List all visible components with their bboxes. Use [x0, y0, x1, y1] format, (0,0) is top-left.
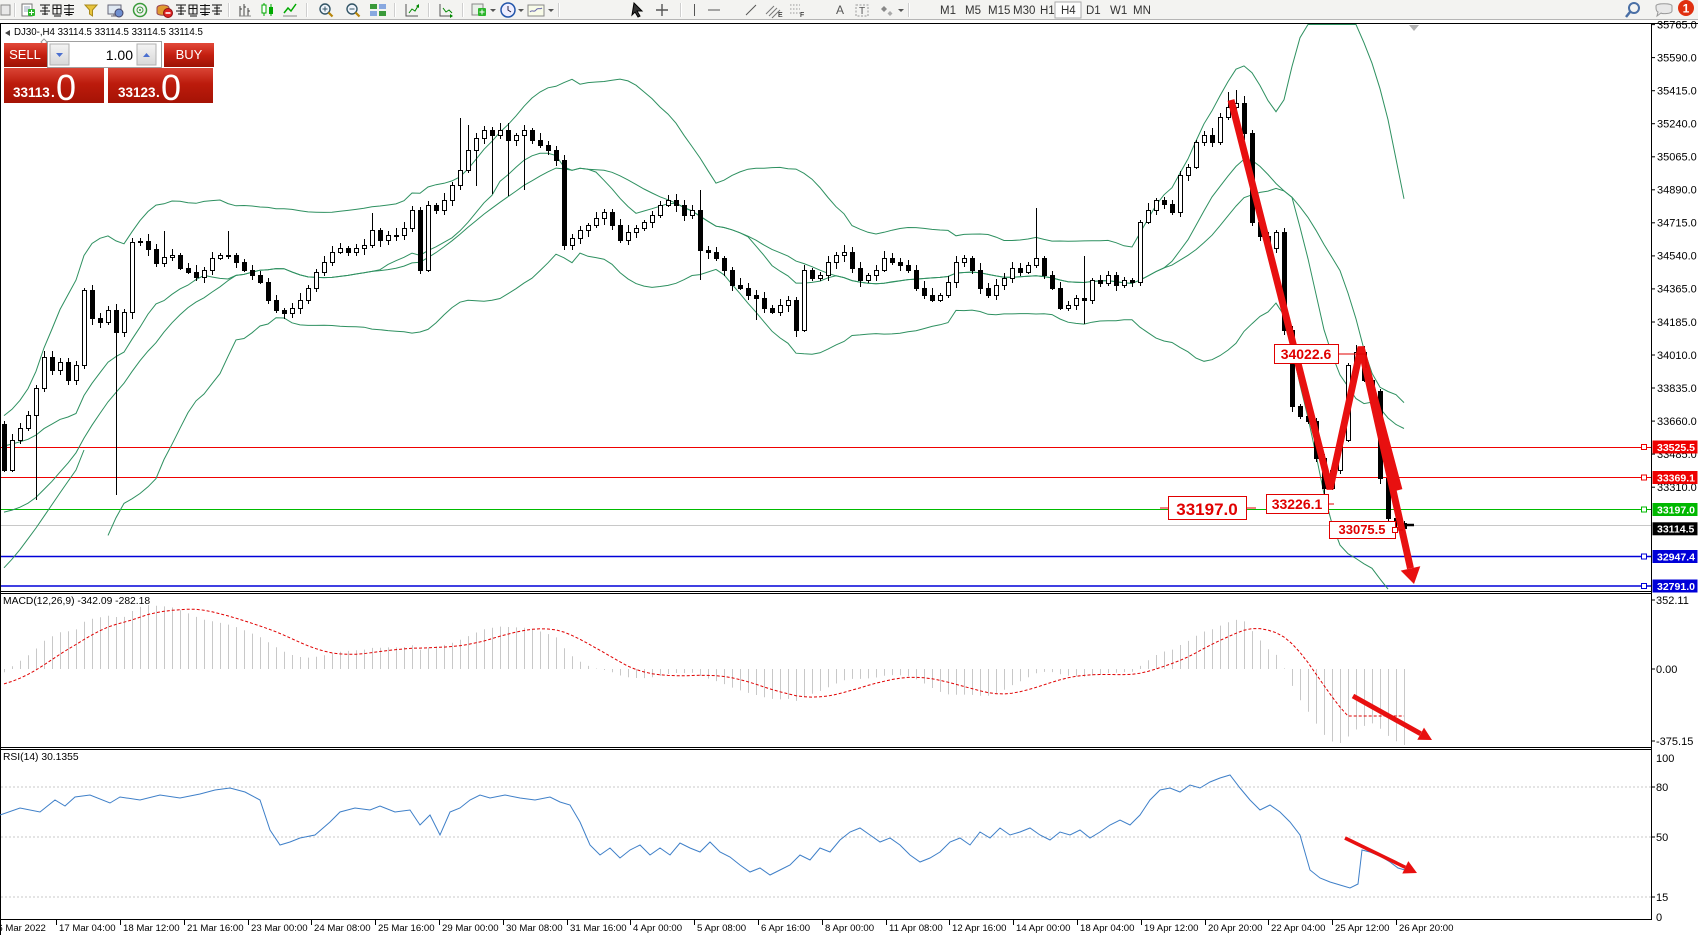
svg-text:8 Apr 00:00: 8 Apr 00:00 — [825, 923, 874, 934]
svg-text:11 Apr 08:00: 11 Apr 08:00 — [889, 923, 943, 934]
svg-text:32947.4: 32947.4 — [1657, 551, 1695, 563]
svg-text:MACD(12,26,9) -342.09 -282.18: MACD(12,26,9) -342.09 -282.18 — [3, 596, 150, 607]
svg-text:33369.1: 33369.1 — [1657, 472, 1695, 484]
svg-text:33226.1: 33226.1 — [1272, 496, 1323, 512]
svg-text:34890.0: 34890.0 — [1657, 185, 1697, 197]
svg-text:W1: W1 — [1110, 5, 1127, 17]
svg-text:M30: M30 — [1013, 5, 1035, 17]
svg-text:22 Apr 04:00: 22 Apr 04:00 — [1271, 923, 1325, 934]
svg-text:32791.0: 32791.0 — [1657, 581, 1695, 593]
svg-text:0: 0 — [161, 67, 181, 108]
svg-text:33197.0: 33197.0 — [1176, 500, 1237, 519]
svg-text:34540.0: 34540.0 — [1657, 251, 1697, 263]
svg-text:21 Mar 16:00: 21 Mar 16:00 — [187, 923, 244, 934]
svg-text:-375.15: -375.15 — [1656, 736, 1693, 748]
svg-text:DJ30-,H4 33114.5 33114.5 3311: DJ30-,H4 33114.5 33114.5 33114.5 33114.5 — [14, 27, 203, 38]
svg-text:T: T — [859, 6, 865, 17]
svg-text:17 Mar 04:00: 17 Mar 04:00 — [59, 923, 116, 934]
svg-text:35065.0: 35065.0 — [1657, 152, 1697, 164]
svg-text:33114.5: 33114.5 — [1657, 524, 1695, 536]
svg-text:E: E — [778, 12, 783, 19]
svg-text:F: F — [800, 12, 804, 19]
svg-text:0.00: 0.00 — [1656, 664, 1677, 676]
svg-text:20 Apr 20:00: 20 Apr 20:00 — [1208, 923, 1262, 934]
svg-text:H4: H4 — [1061, 5, 1076, 17]
svg-text:26 Apr 20:00: 26 Apr 20:00 — [1399, 923, 1453, 934]
svg-text:35590.0: 35590.0 — [1657, 52, 1697, 64]
svg-text:100: 100 — [1656, 753, 1674, 765]
svg-text:.: . — [51, 85, 55, 100]
svg-text:34185.0: 34185.0 — [1657, 317, 1697, 329]
svg-text:19 Apr 12:00: 19 Apr 12:00 — [1144, 923, 1198, 934]
svg-text:33835.0: 33835.0 — [1657, 383, 1697, 395]
svg-text:33525.5: 33525.5 — [1657, 442, 1695, 454]
svg-text:0: 0 — [1656, 912, 1662, 924]
svg-text:24 Mar 08:00: 24 Mar 08:00 — [314, 923, 371, 934]
svg-text:M5: M5 — [965, 5, 981, 17]
svg-text:BUY: BUY — [176, 47, 203, 62]
svg-text:50: 50 — [1656, 832, 1668, 844]
svg-text:35415.0: 35415.0 — [1657, 86, 1697, 98]
svg-text:35765.0: 35765.0 — [1657, 19, 1697, 31]
svg-text:15: 15 — [1656, 892, 1668, 904]
svg-text:4 Apr 00:00: 4 Apr 00:00 — [633, 923, 682, 934]
svg-text:5 Apr 08:00: 5 Apr 08:00 — [697, 923, 746, 934]
svg-text:6 Apr 16:00: 6 Apr 16:00 — [761, 923, 810, 934]
svg-text:352.11: 352.11 — [1656, 595, 1689, 607]
svg-text:80: 80 — [1656, 782, 1668, 794]
svg-text:29 Mar 00:00: 29 Mar 00:00 — [442, 923, 499, 934]
svg-text:25 Mar 16:00: 25 Mar 16:00 — [378, 923, 435, 934]
svg-text:33310.0: 33310.0 — [1657, 482, 1697, 494]
svg-text:34022.6: 34022.6 — [1281, 346, 1332, 362]
svg-text:18 Mar 12:00: 18 Mar 12:00 — [123, 923, 180, 934]
svg-text:34010.0: 34010.0 — [1657, 350, 1697, 362]
svg-text:25 Apr 12:00: 25 Apr 12:00 — [1335, 923, 1389, 934]
svg-text:33197.0: 33197.0 — [1657, 504, 1695, 516]
svg-text:12 Apr 16:00: 12 Apr 16:00 — [952, 923, 1006, 934]
svg-text:35240.0: 35240.0 — [1657, 119, 1697, 131]
svg-text:30 Mar 08:00: 30 Mar 08:00 — [506, 923, 563, 934]
svg-text:33660.0: 33660.0 — [1657, 416, 1697, 428]
svg-text:23 Mar 00:00: 23 Mar 00:00 — [251, 923, 308, 934]
svg-text:H1: H1 — [1040, 5, 1055, 17]
svg-text:1: 1 — [1683, 2, 1690, 16]
svg-text:D1: D1 — [1086, 5, 1101, 17]
svg-text:.: . — [156, 85, 160, 100]
svg-text:14 Apr 00:00: 14 Apr 00:00 — [1016, 923, 1070, 934]
svg-text:33113: 33113 — [13, 85, 50, 100]
svg-text:34365.0: 34365.0 — [1657, 284, 1697, 296]
svg-text:16 Mar 2022: 16 Mar 2022 — [0, 923, 46, 934]
svg-text:MN: MN — [1133, 5, 1151, 17]
svg-text:M1: M1 — [940, 5, 956, 17]
svg-text:RSI(14) 30.1355: RSI(14) 30.1355 — [3, 752, 79, 763]
svg-text:33075.5: 33075.5 — [1339, 522, 1386, 537]
svg-text:31 Mar 16:00: 31 Mar 16:00 — [570, 923, 627, 934]
svg-text:SELL: SELL — [9, 47, 41, 62]
svg-text:A: A — [836, 3, 844, 17]
svg-text:34715.0: 34715.0 — [1657, 218, 1697, 230]
svg-text:0: 0 — [56, 67, 76, 108]
svg-text:M15: M15 — [988, 5, 1010, 17]
svg-text:1.00: 1.00 — [106, 47, 133, 63]
svg-text:18 Apr 04:00: 18 Apr 04:00 — [1080, 923, 1134, 934]
svg-text:33123: 33123 — [118, 85, 156, 100]
